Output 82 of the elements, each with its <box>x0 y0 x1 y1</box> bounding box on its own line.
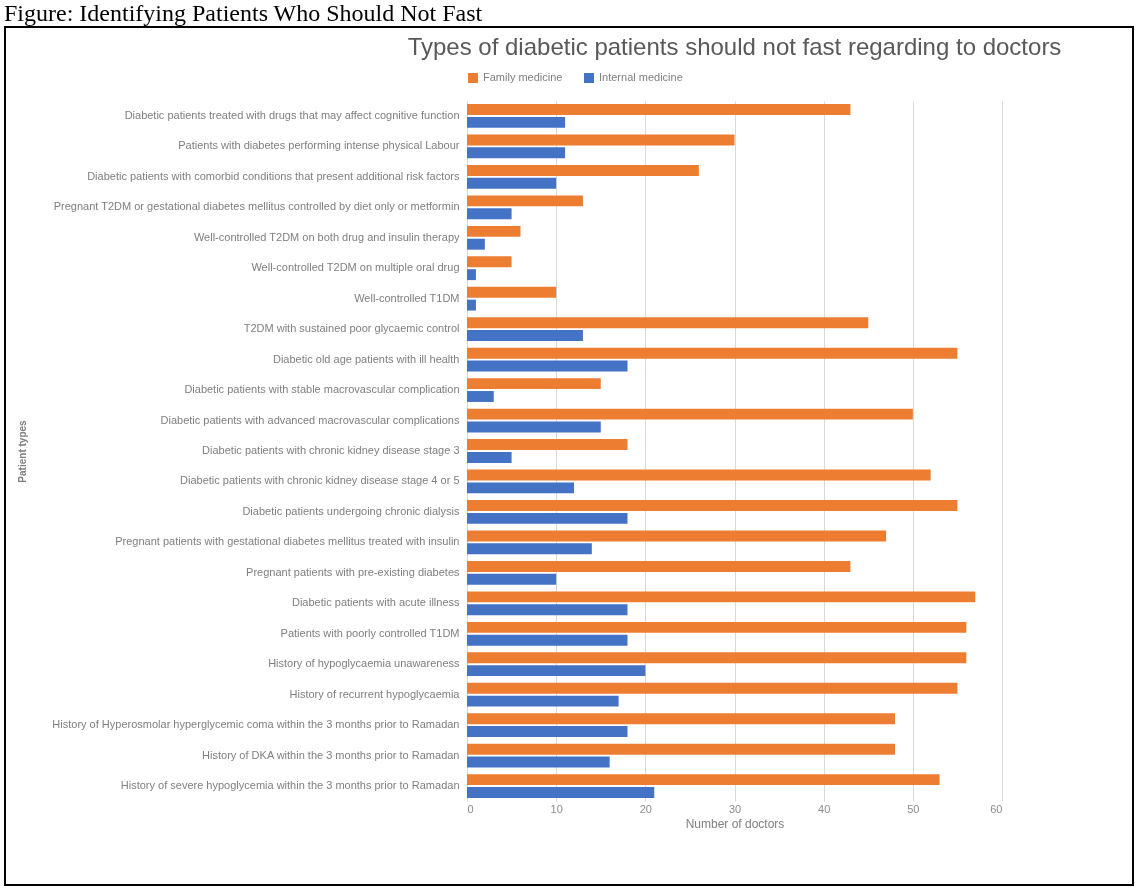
legend-label: Internal medicine <box>599 71 683 83</box>
bar <box>467 665 646 677</box>
bar <box>467 500 958 511</box>
bar <box>467 543 592 555</box>
x-tick-label: 60 <box>990 802 1003 815</box>
bar <box>467 317 869 329</box>
y-axis-title: Patient types <box>16 419 28 483</box>
bar <box>467 360 628 372</box>
bar <box>467 330 583 342</box>
bar <box>467 573 557 585</box>
bar <box>467 116 566 128</box>
y-tick-label: T2DM with sustained poor glycaemic control <box>243 322 460 335</box>
x-tick-label: 40 <box>818 802 831 815</box>
bar <box>467 743 895 755</box>
bar <box>467 225 521 237</box>
bar <box>467 347 958 359</box>
bar <box>467 469 931 481</box>
bar <box>467 591 976 603</box>
y-tick-label: Pregnant T2DM or gestational diabetes mellitus controlled by diet only or metformin <box>53 200 460 213</box>
x-tick-label: 10 <box>550 802 563 815</box>
bar <box>467 787 655 798</box>
bar <box>467 391 494 402</box>
bar <box>467 177 557 189</box>
y-tick-label: Pregnant patients with gestational diabetes mellitus treated with insulin <box>115 535 460 548</box>
y-tick-label: Diabetic patients with stable macrovascular complication <box>184 383 460 396</box>
bar <box>467 195 583 207</box>
y-tick-label: History of Hyperosmolar hyperglycemic coma within the 3 months prior to Ramadan <box>52 718 460 731</box>
bar <box>467 512 628 524</box>
bar <box>467 713 895 725</box>
y-tick-label: Diabetic patients with chronic kidney disease stage 3 <box>202 444 460 456</box>
bar <box>467 652 967 664</box>
bar <box>467 378 601 390</box>
x-tick-label: 50 <box>907 802 920 815</box>
bar <box>467 604 628 616</box>
bar <box>467 286 557 298</box>
y-tick-label: Well-controlled T2DM on multiple oral drug <box>251 261 460 274</box>
y-tick-label: History of DKA within the 3 months prior to Ramadan <box>202 748 460 761</box>
y-tick-label: Diabetic patients with acute illness <box>291 596 460 609</box>
text: Figure: Identifying Patients Who Should Not Fast <box>3 0 484 26</box>
x-tick-label: 30 <box>728 802 742 815</box>
bar <box>467 164 699 176</box>
bar <box>467 408 913 420</box>
bar <box>467 238 485 250</box>
bar <box>467 104 851 115</box>
y-tick-label: Diabetic patients with comorbid conditions that present additional risk factors <box>87 169 460 182</box>
bar <box>467 634 628 646</box>
y-tick-label: History of severe hypoglycemia within the 3 months prior to Ramadan <box>120 779 460 792</box>
bar <box>467 726 628 738</box>
bar <box>467 256 512 268</box>
x-axis-title: Number of doctors <box>685 816 785 831</box>
bar <box>467 421 601 433</box>
y-tick-label: Well-controlled T2DM on both drug and insulin therapy <box>193 230 460 243</box>
bar <box>467 621 967 633</box>
bar <box>467 530 887 542</box>
bar <box>467 756 610 768</box>
bar <box>467 451 512 463</box>
y-tick-label: Diabetic old age patients with ill health <box>272 352 460 365</box>
y-tick-label: Diabetic patients undergoing chronic dialysis <box>242 504 460 517</box>
y-tick-label: Diabetic patients with advanced macrovascular complications <box>160 413 460 426</box>
bar <box>467 439 628 451</box>
y-tick-label: History of recurrent hypoglycaemia <box>289 687 461 700</box>
bar <box>467 147 566 159</box>
y-tick-label: Diabetic patients with chronic kidney disease stage 4 or 5 <box>180 474 460 487</box>
bar <box>467 560 851 572</box>
bar <box>467 269 476 281</box>
legend-label: Family medicine <box>483 71 563 83</box>
bar <box>467 299 476 311</box>
bar <box>467 695 619 707</box>
x-tick-label: 0 <box>467 802 474 815</box>
y-tick-label: Diabetic patients treated with drugs that may affect cognitive function <box>124 108 460 121</box>
chart-title: Types of diabetic patients should not fast regarding to doctors <box>407 33 1062 60</box>
bar <box>467 134 735 146</box>
y-tick-label: Well-controlled T1DM <box>354 291 460 304</box>
bar <box>467 208 512 220</box>
y-tick-label: Pregnant patients with pre-existing diabetes <box>246 565 460 578</box>
bar <box>467 682 958 694</box>
x-tick-label: 20 <box>639 802 652 815</box>
y-tick-label: Patients with poorly controlled T1DM <box>280 626 460 639</box>
bar <box>467 774 940 786</box>
y-tick-label: History of hypoglycaemia unawareness <box>268 657 460 670</box>
y-tick-label: Patients with diabetes performing intense physical Labour <box>178 139 460 152</box>
bar <box>467 482 574 494</box>
